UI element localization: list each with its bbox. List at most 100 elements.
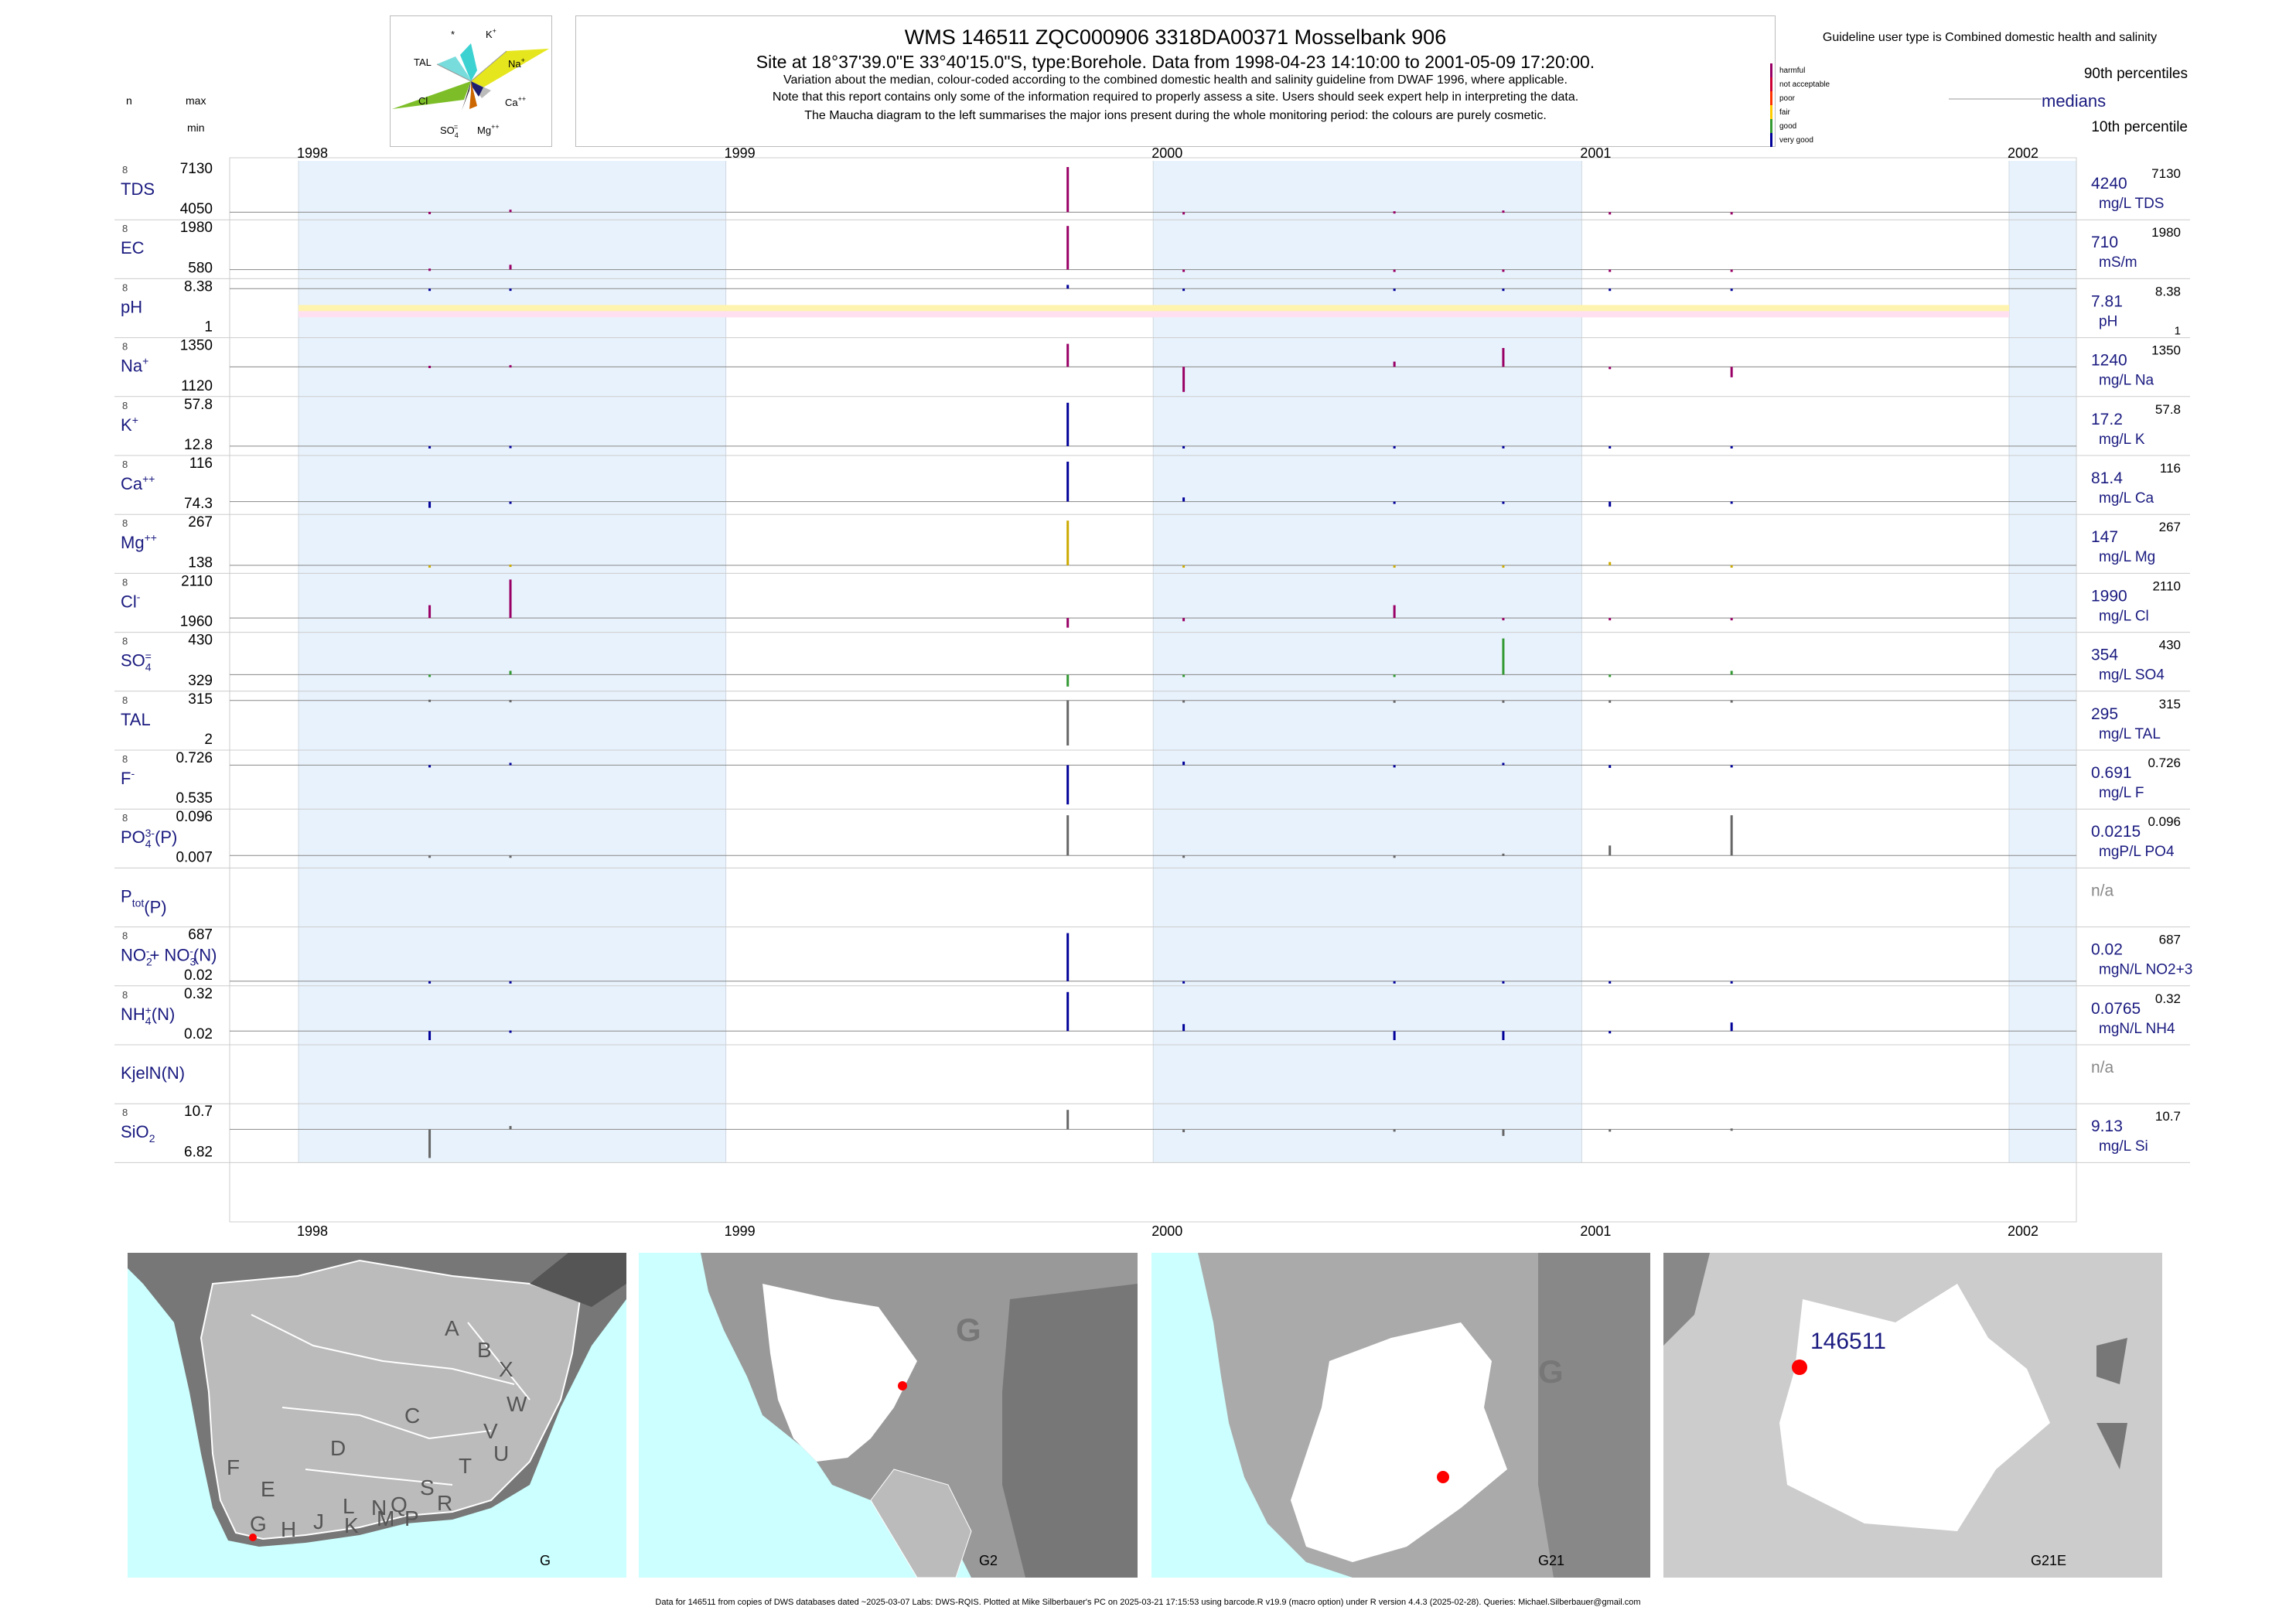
row-unit-Mg: mg/L Mg — [2099, 549, 2155, 565]
row-max-Mg: 267 — [188, 514, 213, 531]
row-unit-NO23: mgN/L NO2+3 — [2099, 962, 2192, 978]
row-median-Na: 1240 — [2091, 352, 2127, 370]
maucha-label-so4: SO4= — [440, 123, 459, 139]
map-caption-g: G — [540, 1553, 551, 1568]
bar-pH-2 — [1066, 285, 1070, 289]
x-tick-label-bottom-2002: 2002 — [2008, 1223, 2038, 1237]
row-scale-max-TDS: 7130 — [2151, 166, 2181, 181]
row-label-pH: pH — [121, 297, 142, 316]
x-tick-label-top-2001: 2001 — [1580, 145, 1611, 161]
bar-TDS-7 — [1730, 212, 1733, 215]
drainage-region-letter-d: D — [330, 1436, 346, 1460]
bar-EC-2 — [1066, 226, 1070, 270]
bar-F-0 — [428, 765, 432, 768]
row-label-PO4: PO43-(P) — [121, 827, 177, 850]
bar-TDS-1 — [509, 210, 512, 213]
bar-Mg-4 — [1393, 565, 1396, 568]
drainage-region-letter-b: B — [477, 1338, 492, 1362]
x-tick-label-top-2000: 2000 — [1151, 145, 1182, 161]
row-label-K: K+ — [121, 414, 138, 435]
row-unit-pH: pH — [2099, 313, 2117, 329]
row-scale-max-Cl: 2110 — [2152, 578, 2181, 593]
row-median-KjelN: n/a — [2091, 1059, 2114, 1076]
row-label-SiO2: SiO2 — [121, 1122, 155, 1145]
row-scale-max-Ca: 116 — [2160, 461, 2181, 476]
row-label-EC: EC — [121, 238, 145, 258]
map-g2-region-letter: G — [956, 1312, 981, 1348]
map-g21-region-letter: G — [1538, 1353, 1564, 1390]
bar-NH4-0 — [428, 1031, 432, 1040]
bar-SO4-0 — [428, 674, 432, 677]
map-southern-africa-drawing — [128, 1253, 626, 1547]
row-median-Ptot: n/a — [2091, 882, 2114, 899]
legend-swatch-2 — [1770, 91, 1772, 105]
row-min-F: 0.535 — [176, 790, 213, 807]
row-label-F: F- — [121, 767, 135, 788]
drainage-region-letter-k: K — [344, 1513, 359, 1537]
row-min-Cl: 1960 — [180, 614, 213, 630]
ph-guideline-band-pink — [299, 311, 2009, 318]
drainage-region-letter-q: Q — [391, 1493, 408, 1517]
row-median-PO4: 0.0215 — [2091, 823, 2141, 841]
row-scale-max-pH: 8.38 — [2155, 284, 2181, 299]
bar-NH4-5 — [1502, 1031, 1505, 1040]
legend-label-3: fair — [1779, 108, 1791, 117]
bar-SO4-4 — [1393, 674, 1396, 677]
row-median-F: 0.691 — [2091, 764, 2132, 782]
map-g21e-drawing — [1663, 1253, 2162, 1578]
maucha-label-ca: Ca++ — [505, 95, 526, 108]
drainage-region-letter-x: X — [499, 1357, 513, 1381]
map-g2-drawing — [701, 1253, 1138, 1578]
row-min-PO4: 0.007 — [176, 849, 213, 865]
year-band-1998 — [299, 161, 726, 1163]
row-median-TAL: 295 — [2091, 705, 2118, 723]
row-scale-max-Mg: 267 — [2159, 520, 2181, 534]
site-marker-g21e — [1792, 1360, 1807, 1375]
row-n-Cl: 8 — [122, 576, 128, 588]
bar-Mg-2 — [1066, 520, 1070, 566]
header-min: min — [187, 121, 205, 134]
bar-EC-4 — [1393, 269, 1396, 272]
bar-TAL-5 — [1502, 700, 1505, 703]
row-n-TAL: 8 — [122, 694, 128, 706]
note-line-2: Note that this report contains only some… — [772, 90, 1579, 104]
bar-F-1 — [509, 763, 512, 766]
row-label-Na: Na+ — [121, 355, 148, 376]
legend-label-0: harmful — [1779, 67, 1805, 75]
map-g21: G G21 — [1151, 1253, 1650, 1578]
bar-Na-6 — [1609, 367, 1612, 370]
maucha-k-slice — [460, 43, 477, 81]
row-scale-min-pH: 1 — [2175, 325, 2181, 338]
year-band-2000 — [1153, 161, 1582, 1163]
row-unit-SiO2: mg/L Si — [2099, 1138, 2148, 1155]
bar-Na-2 — [1066, 343, 1070, 367]
row-n-SiO2: 8 — [122, 1107, 128, 1118]
bar-EC-3 — [1182, 269, 1186, 272]
legend-label-1: not acceptable — [1779, 80, 1830, 89]
row-label-Cl: Cl- — [121, 590, 141, 611]
site-marker-g2 — [898, 1381, 907, 1390]
row-label-KjelN: KjelN(N) — [121, 1063, 185, 1083]
row-n-K: 8 — [122, 400, 128, 411]
row-min-Mg: 138 — [188, 554, 213, 571]
map-site-label: 146511 — [1810, 1329, 1886, 1354]
bar-TAL-6 — [1609, 700, 1612, 703]
bar-F-6 — [1609, 765, 1612, 768]
bar-K-7 — [1730, 445, 1733, 449]
row-max-F: 0.726 — [176, 750, 213, 766]
bar-Na-3 — [1182, 367, 1186, 392]
bar-EC-1 — [509, 264, 512, 270]
bar-K-6 — [1609, 445, 1612, 449]
bar-NH4-2 — [1066, 991, 1070, 1032]
row-scale-max-EC: 1980 — [2151, 225, 2181, 240]
row-median-NO23: 0.02 — [2091, 941, 2123, 959]
row-max-Cl: 2110 — [181, 573, 213, 589]
row-scale-max-NH4: 0.32 — [2155, 991, 2181, 1006]
row-median-NH4: 0.0765 — [2091, 1000, 2141, 1018]
bar-Ca-5 — [1502, 501, 1505, 504]
legend-median-label: medians — [2042, 91, 2106, 111]
bar-TDS-4 — [1393, 211, 1396, 214]
bar-pH-3 — [1182, 288, 1186, 292]
bar-F-3 — [1182, 761, 1186, 766]
